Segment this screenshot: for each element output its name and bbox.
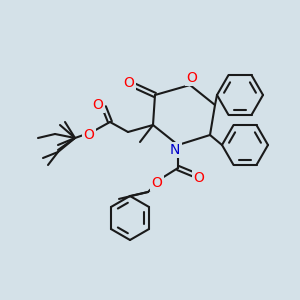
Text: O: O [194, 171, 204, 185]
Text: N: N [170, 143, 180, 157]
Text: O: O [152, 176, 162, 190]
Text: O: O [187, 71, 197, 85]
Text: O: O [124, 76, 134, 90]
Text: O: O [93, 98, 104, 112]
Text: O: O [84, 128, 94, 142]
